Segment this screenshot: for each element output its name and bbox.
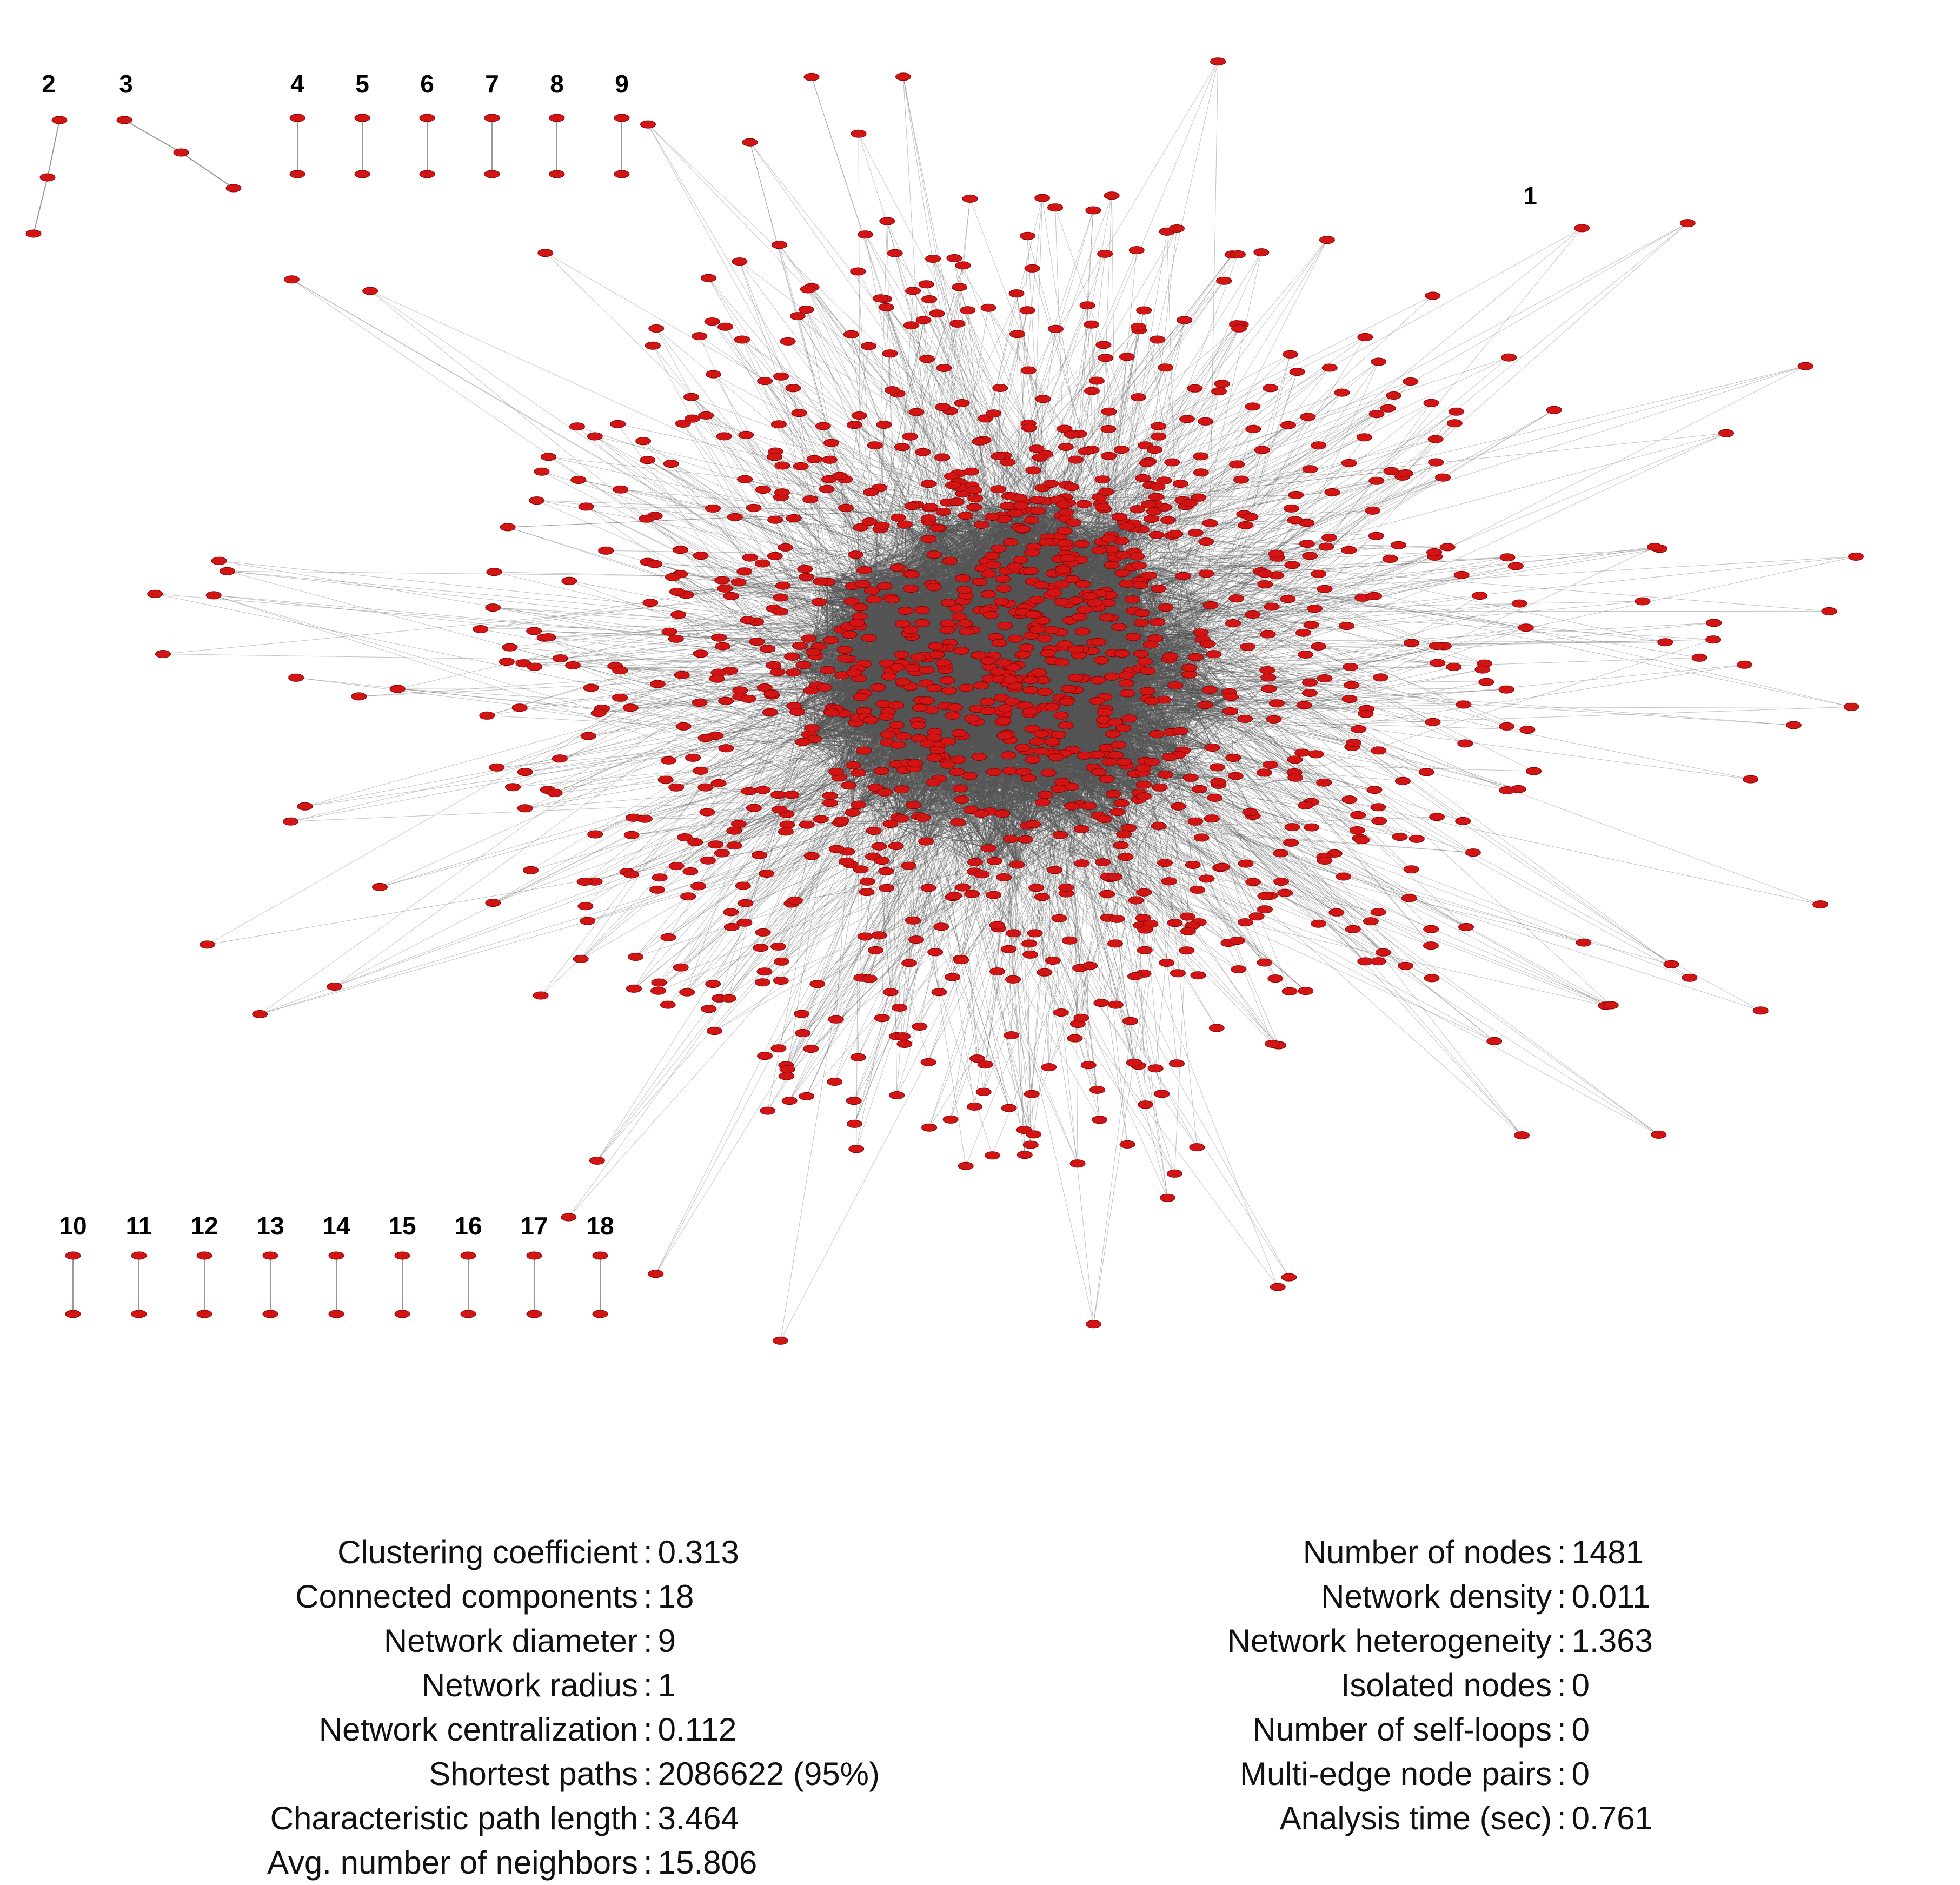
edge-layer xyxy=(33,61,1856,1341)
network-graph xyxy=(25,57,1864,1345)
